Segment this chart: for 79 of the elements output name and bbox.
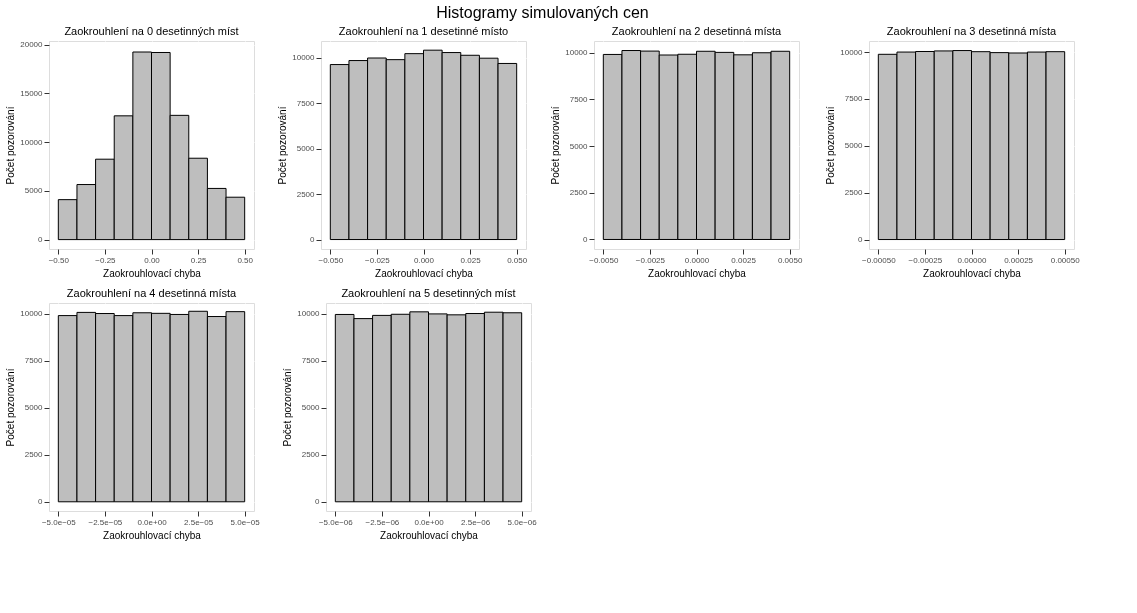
y-tick-label: 10000 <box>292 53 316 63</box>
x-tick-label: −2.5e−05 <box>88 517 123 527</box>
y-tick-label: 15000 <box>20 88 44 98</box>
x-tick-label: 0.00000 <box>957 255 988 265</box>
x-axis-title: Zaokrouhlovací chyba <box>103 267 202 279</box>
x-tick-label: 5.0e−05 <box>230 517 261 527</box>
y-tick-label: 5000 <box>569 141 589 151</box>
x-axis-title: Zaokrouhlovací chyba <box>103 529 202 541</box>
y-tick-label: 0 <box>38 497 44 507</box>
x-tick-label: −0.050 <box>318 255 344 265</box>
chart-title: Zaokrouhlení na 4 desetinná místa <box>66 287 238 299</box>
y-axis-title: Počet pozorování <box>277 106 289 185</box>
y-tick-label: 10000 <box>20 309 44 319</box>
x-tick-label: −0.00050 <box>862 255 897 265</box>
y-axis-title: Počet pozorování <box>5 106 17 185</box>
x-tick-label: 0.0025 <box>731 255 757 265</box>
x-tick-label: 0.25 <box>190 255 207 265</box>
x-tick-label: 0.00 <box>144 255 161 265</box>
y-tick-label: 2500 <box>296 189 316 199</box>
chart-title: Zaokrouhlení na 1 desetinné místo <box>338 25 509 37</box>
y-tick-label: 0 <box>858 235 864 245</box>
y-tick-label: 2500 <box>569 188 589 198</box>
x-tick-label: 2.5e−05 <box>184 517 214 527</box>
y-tick-label: 10000 <box>20 137 44 147</box>
x-tick-label: 0.0000 <box>684 255 710 265</box>
y-tick-label: 5000 <box>24 186 44 196</box>
x-tick-label: 0.0e+00 <box>414 517 445 527</box>
y-tick-label: 7500 <box>296 98 316 108</box>
y-tick-label: 7500 <box>301 356 321 366</box>
x-tick-label: −0.0050 <box>589 255 619 265</box>
y-tick-label: 7500 <box>569 94 589 104</box>
chart-title: Zaokrouhlení na 2 desetinná místa <box>611 25 783 37</box>
x-tick-label: 0.00050 <box>1050 255 1081 265</box>
y-tick-label: 0 <box>310 235 316 245</box>
y-tick-label: 10000 <box>840 47 864 57</box>
y-tick-label: 5000 <box>301 403 321 413</box>
y-axis-title: Počet pozorování <box>825 106 837 185</box>
text: Histogramy simulovaných cen <box>436 4 649 22</box>
y-tick-label: 7500 <box>844 94 864 104</box>
chart-title: Zaokrouhlení na 3 desetinná místa <box>886 25 1058 37</box>
x-tick-label: −5.0e−05 <box>41 517 77 527</box>
x-tick-label: −0.0025 <box>635 255 666 265</box>
x-axis-title: Zaokrouhlovací chyba <box>648 267 747 279</box>
x-tick-label: −0.25 <box>95 255 117 265</box>
x-axis-title: Zaokrouhlovací chyba <box>375 267 474 279</box>
y-tick-label: 10000 <box>565 48 589 58</box>
x-tick-label: 0.000 <box>413 255 435 265</box>
x-axis-title: Zaokrouhlovací chyba <box>380 529 479 541</box>
y-tick-label: 2500 <box>24 450 44 460</box>
y-tick-label: 5000 <box>24 403 44 413</box>
y-tick-label: 2500 <box>301 450 321 460</box>
y-tick-label: 5000 <box>296 144 316 154</box>
x-tick-label: 0.00025 <box>1004 255 1034 265</box>
chart-title: Zaokrouhlení na 0 desetinných míst <box>64 24 239 37</box>
y-tick-label: 0 <box>38 235 44 245</box>
x-tick-label: 2.5e−06 <box>461 517 491 527</box>
x-tick-label: −2.5e−06 <box>365 517 400 527</box>
y-axis-title: Počet pozorování <box>550 106 562 185</box>
x-tick-label: 0.050 <box>507 255 528 265</box>
x-tick-label: 0.50 <box>237 255 254 265</box>
y-axis-title: Počet pozorování <box>5 368 17 447</box>
x-tick-label: 0.0050 <box>777 255 803 265</box>
y-tick-label: 5000 <box>844 141 864 151</box>
y-tick-label: 7500 <box>24 356 44 366</box>
y-tick-label: 2500 <box>844 188 864 198</box>
x-tick-label: −0.00025 <box>908 255 943 265</box>
y-tick-label: 0 <box>315 497 321 507</box>
x-tick-label: −0.025 <box>365 255 391 265</box>
y-axis-title: Počet pozorování <box>282 368 294 447</box>
y-tick-label: 20000 <box>20 40 44 50</box>
x-tick-label: 0.0e+00 <box>137 517 168 527</box>
chart-title: Zaokrouhlení na 5 desetinných míst <box>341 287 516 299</box>
x-tick-label: −0.50 <box>48 255 70 265</box>
x-axis-title: Zaokrouhlovací chyba <box>923 267 1022 279</box>
y-tick-label: 10000 <box>297 309 321 319</box>
x-tick-label: 5.0e−06 <box>507 517 538 527</box>
x-tick-label: −5.0e−06 <box>318 517 354 527</box>
x-tick-label: 0.025 <box>460 255 482 265</box>
y-tick-label: 0 <box>583 234 589 244</box>
